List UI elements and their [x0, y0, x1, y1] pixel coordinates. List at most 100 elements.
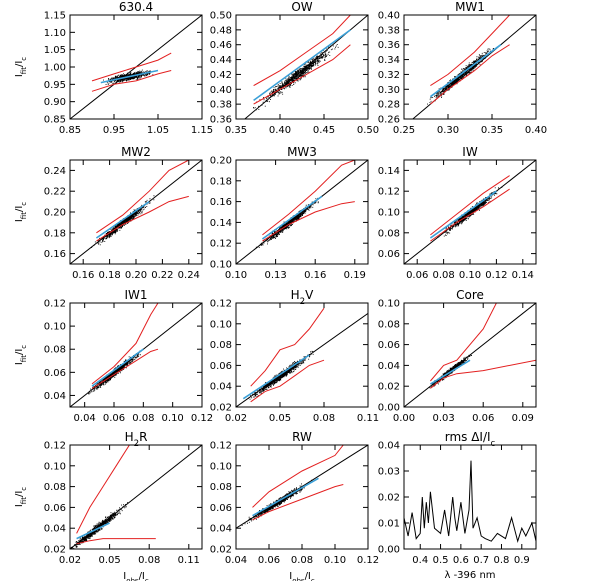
panel-title: H2V	[291, 288, 315, 307]
x-tick-label: 0.04	[74, 413, 96, 424]
panel-title: rms ΔI/Ic	[445, 430, 496, 449]
panel-title-part: rms ΔI/I	[445, 430, 491, 444]
reference-line	[412, 15, 536, 119]
x-tick-label: 0.02	[59, 555, 81, 566]
y-tick-label: 0.85	[44, 115, 66, 126]
panel-title-part: MW2	[121, 145, 151, 159]
panel-1: OW 0.35 0.40 0.45 0.50 0.36 0.38 0.40 0.42 0.44 0.…	[210, 0, 379, 136]
x-tick-label: 0.95	[103, 125, 125, 136]
plot-area	[412, 15, 536, 119]
x-tick-label: 0.03	[432, 413, 454, 424]
y-tick-label: 0.06	[210, 361, 232, 372]
y-tick-label: 0.18	[44, 228, 66, 239]
y-tick-label: 0.12	[210, 239, 232, 250]
y-tick-label: 0.00	[378, 545, 400, 556]
upper-envelope	[76, 445, 130, 534]
y-axis-label-sub2: c	[20, 57, 28, 61]
y-axis-label-sub: fit	[20, 355, 28, 362]
panel-10: RW0.04 0.06 0.08 0.10 0.120.020.040.060.080.…	[210, 430, 379, 581]
x-tick-label: 0.40	[525, 125, 547, 136]
panel-title: 630.4	[119, 0, 153, 14]
lower-envelope	[91, 348, 159, 389]
panel-title-part: MW3	[287, 145, 317, 159]
plot-area	[404, 160, 536, 264]
reference-line	[404, 303, 536, 407]
y-tick-label: 0.20	[210, 156, 232, 167]
y-tick-label: 0.22	[44, 187, 66, 198]
plot-area	[404, 303, 536, 407]
x-tick-label: 0.22	[151, 270, 173, 281]
y-tick-label: 0.12	[378, 187, 400, 198]
y-axis-label-sub2: c	[20, 345, 28, 349]
panel-title-part: IW	[462, 145, 478, 159]
y-tick-label: 0.10	[44, 461, 66, 472]
y-tick-label: 1.00	[44, 63, 66, 74]
x-axis-label-div: /I	[305, 571, 311, 581]
y-tick-label: 0.08	[44, 482, 66, 493]
lower-envelope	[91, 70, 172, 92]
panel-title: RW	[292, 430, 312, 444]
fit-line	[252, 477, 319, 517]
panel-title-part: RW	[292, 430, 312, 444]
y-tick-label: 0.01	[378, 519, 400, 530]
lower-envelope	[430, 359, 536, 389]
x-tick-label: 0.10	[225, 270, 247, 281]
y-tick-label: 0.10	[210, 461, 232, 472]
y-tick-label: 0.02	[210, 545, 232, 556]
y-axis-label: Ifit/Ic	[14, 345, 28, 365]
y-axis-label-div: /I	[14, 206, 25, 212]
x-tick-label: 0.20	[125, 270, 147, 281]
panel-title-part: 2	[134, 439, 140, 449]
y-tick-label: 0.08	[210, 482, 232, 493]
panel-title-part: R	[139, 430, 147, 444]
x-tick-label: 0.24	[178, 270, 200, 281]
y-tick-label: 0.00	[378, 403, 400, 414]
x-tick-label: 0.6	[453, 555, 469, 566]
fit-line	[95, 200, 150, 239]
y-axis-label-main: I	[14, 74, 25, 77]
y-tick-label: 0.04	[44, 391, 66, 402]
fit-line	[253, 29, 351, 102]
panel-title: MW1	[455, 0, 485, 14]
plot-area	[236, 307, 368, 407]
x-tick-label: 0.10	[459, 270, 481, 281]
fit-line	[76, 522, 110, 540]
y-tick-label: 0.28	[378, 100, 400, 111]
y-axis-label-div: /I	[14, 349, 25, 355]
panel-title-part: 630.4	[119, 0, 153, 14]
fit-line	[429, 190, 497, 239]
x-axis-label-main: I	[123, 571, 126, 581]
panel-title-part: H	[125, 430, 134, 444]
x-tick-label: 0.09	[512, 413, 534, 424]
lower-envelope	[76, 538, 156, 545]
x-tick-label: 0.40	[269, 125, 291, 136]
y-tick-label: 0.44	[210, 55, 232, 66]
panel-title-part: V	[305, 288, 314, 302]
x-tick-label: 0.10	[162, 413, 184, 424]
panel-7: H2V 0.02 0.05 0.08 0.11 0.02 0.04 0.06 0.08 0.10 0…	[210, 288, 379, 424]
panel-9: H2R 0.02 0.05 0.08 0.11 0.02 0.04 0.06 0.08 0.10 0…	[14, 430, 203, 581]
x-tick-label: 0.25	[393, 125, 415, 136]
panel-frame	[403, 14, 537, 120]
y-axis-label-main: I	[14, 219, 25, 222]
x-tick-label: 0.14	[512, 270, 534, 281]
upper-envelope	[96, 160, 190, 234]
y-tick-label: 0.06	[44, 503, 66, 514]
x-tick-label: 0.11	[357, 413, 379, 424]
lower-envelope	[430, 44, 510, 105]
y-tick-label: 0.36	[210, 115, 232, 126]
y-tick-label: 0.95	[44, 80, 66, 91]
plot-area	[70, 15, 202, 119]
x-axis-label-main: I	[289, 571, 292, 581]
y-tick-label: 0.46	[210, 40, 232, 51]
fit-line	[429, 359, 471, 385]
y-tick-label: 0.26	[378, 115, 400, 126]
x-tick-label: 0.8	[494, 555, 510, 566]
x-tick-label: 0.10	[324, 555, 346, 566]
y-axis-label-sub: fit	[20, 67, 28, 74]
y-tick-label: 0.10	[44, 322, 66, 333]
x-tick-label: 0.18	[98, 270, 120, 281]
y-tick-label: 0.38	[210, 100, 232, 111]
panel-title-part: IW1	[124, 288, 147, 302]
y-tick-label: 0.06	[210, 503, 232, 514]
